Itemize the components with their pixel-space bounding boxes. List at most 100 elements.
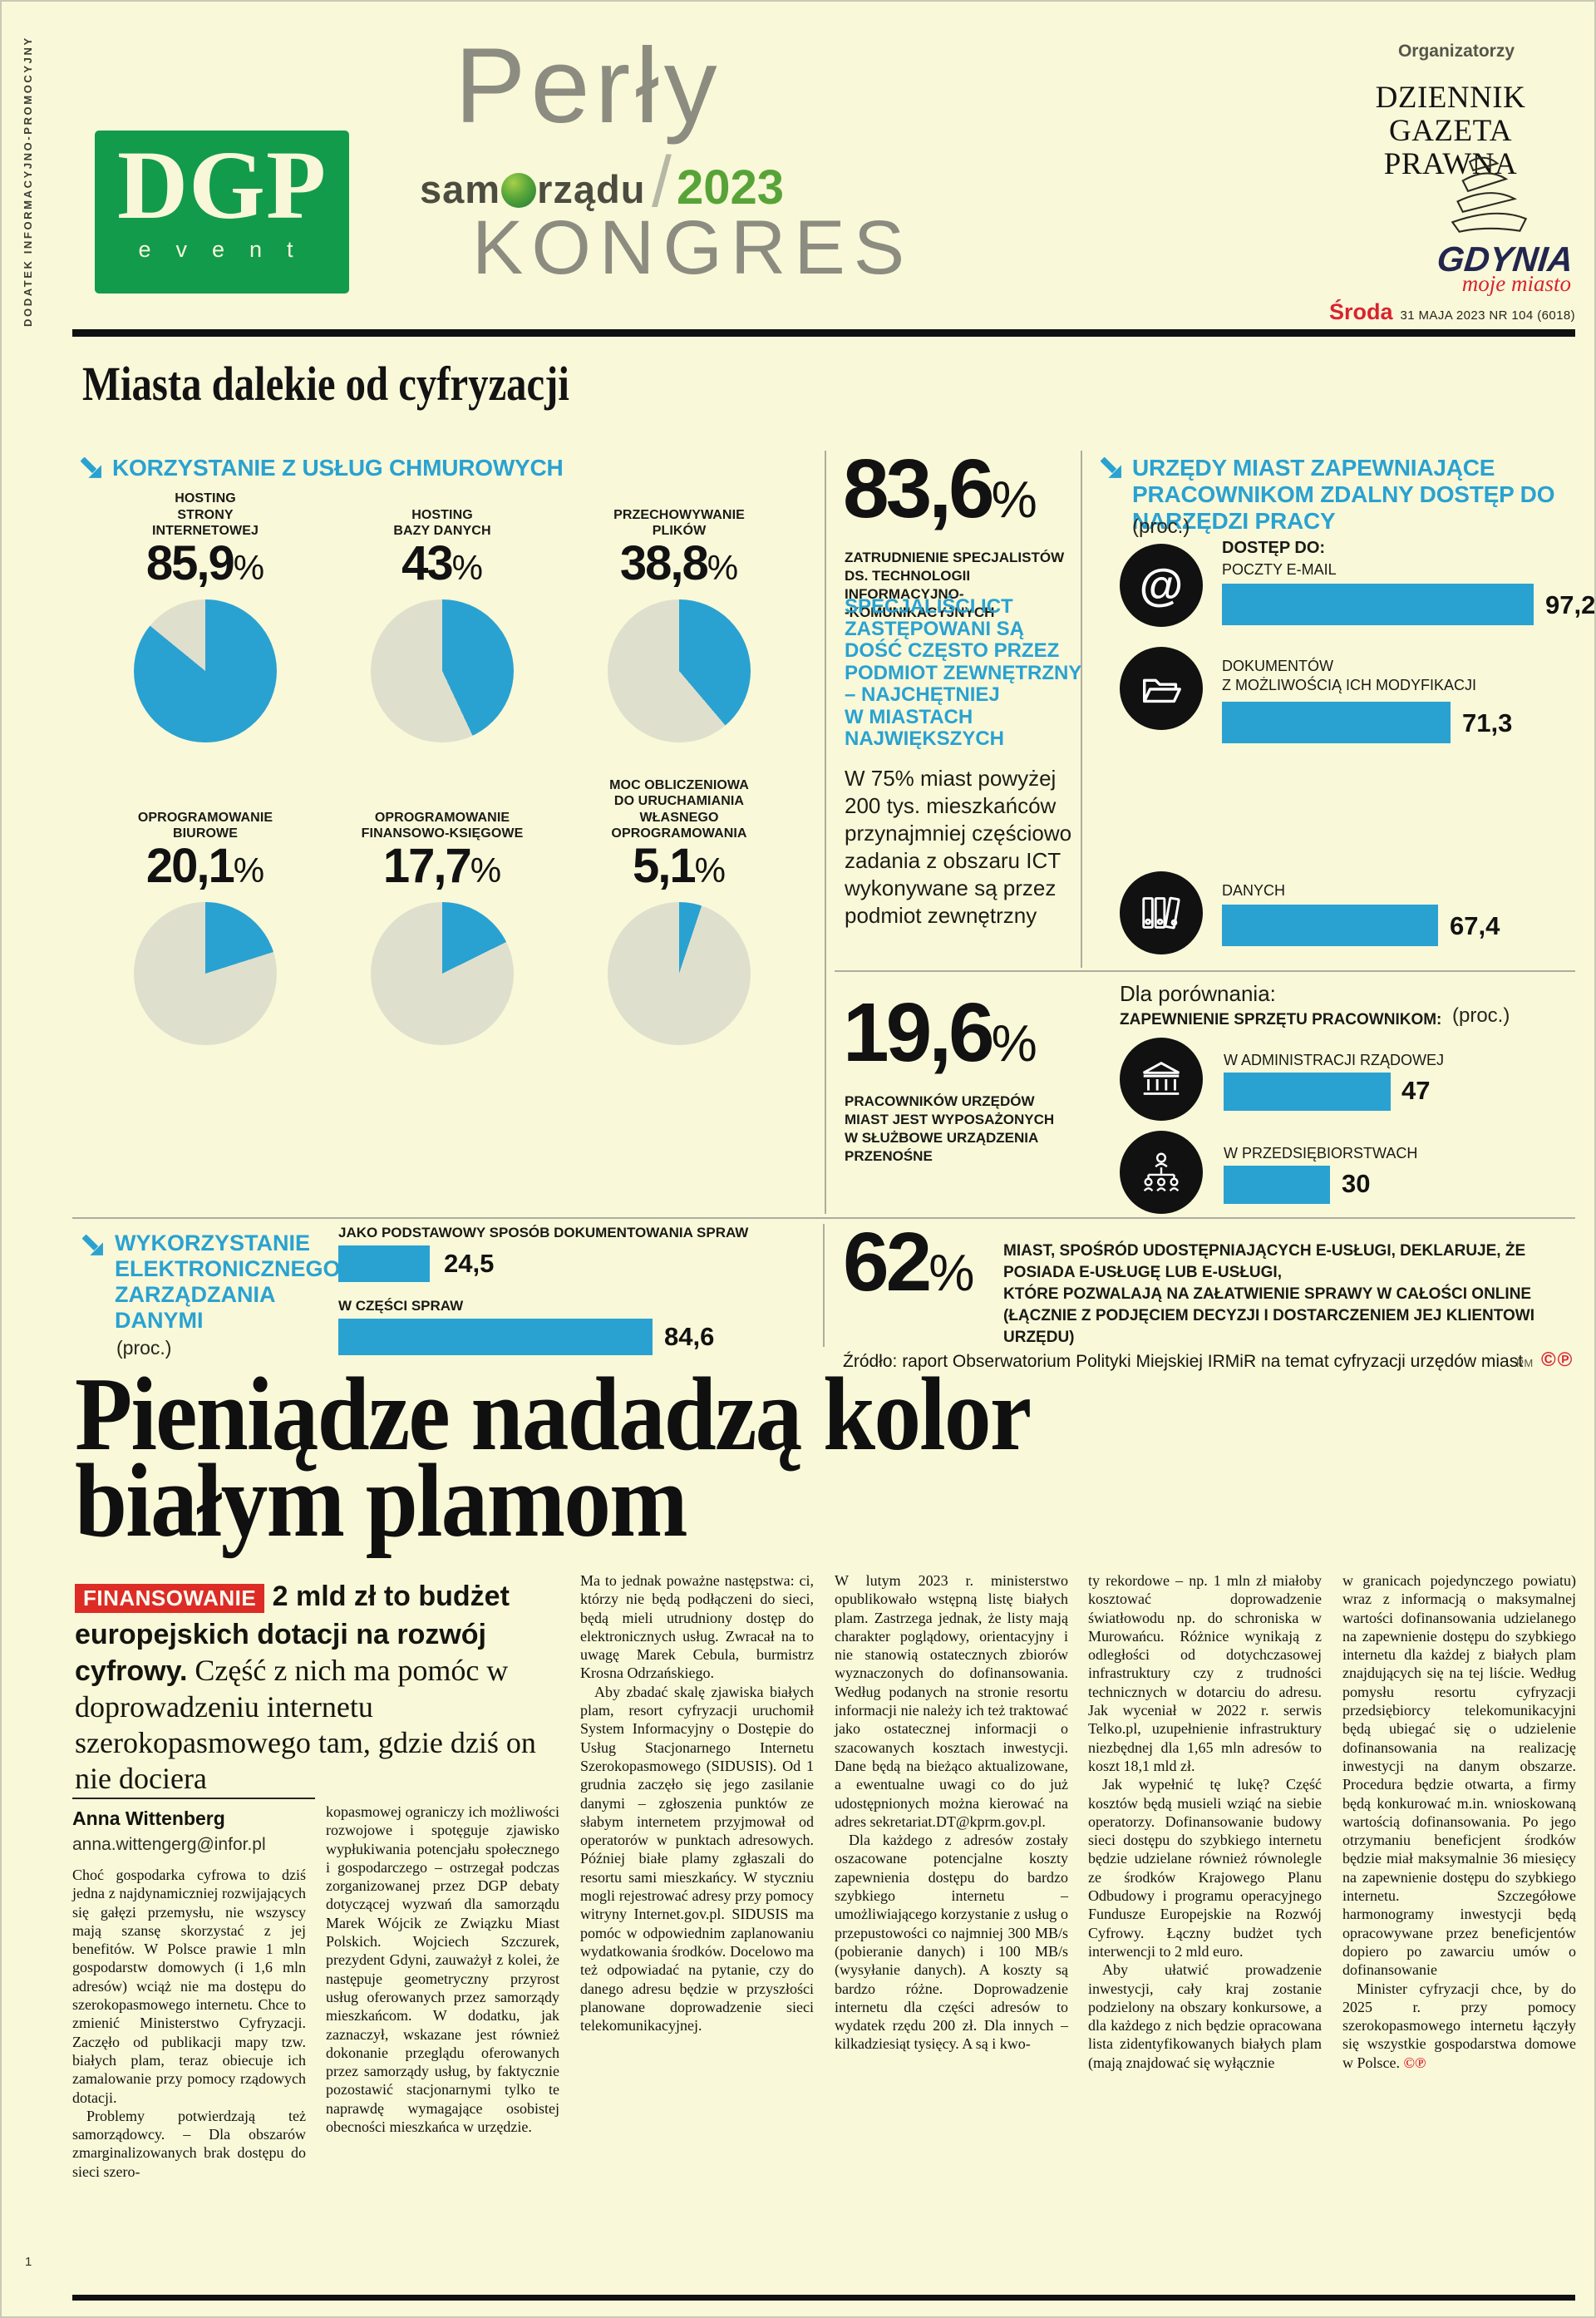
logo-year: 2023 [677, 160, 785, 215]
paragraph: ty rekordowe – np. 1 mln zł miałoby kosz… [1088, 1572, 1322, 1774]
remote-bar-label: DANYCH [1222, 882, 1286, 899]
bar-value: 30 [1342, 1169, 1371, 1198]
gdynia-logo-name: GDYNIA [1435, 239, 1575, 279]
pie-cell-finance-software: OPROGRAMOWANIE FINANSOWO-KSIĘGOWE 17,7% [334, 788, 550, 1045]
vertical-divider [825, 451, 826, 1214]
pie-cell-hosting-db: HOSTING BAZY DANYCH 43% [334, 486, 550, 742]
paragraph: kopasmowej ograniczy ich możliwości rozw… [326, 1803, 559, 2136]
bar-value: 71,3 [1462, 708, 1513, 737]
paragraph: W lutym 2023 r. ministerstwo opublikował… [835, 1572, 1068, 1830]
paragraph: Problemy potwierdzają też samorządowcy. … [72, 2107, 306, 2180]
ict-note: W 75% miast powyżej 200 tys. mieszkańców… [845, 766, 1072, 928]
page-number: 1 [25, 2255, 32, 2269]
remote-bar-label: POCZTY E-MAIL [1222, 561, 1337, 578]
paragraph: Aby zbadać skalę zjawiska białych plam, … [580, 1683, 814, 2034]
paragraph: Choć gospodarka cyfrowa to dziś jedna z … [72, 1867, 306, 2106]
pie-label: OPROGRAMOWANIE FINANSOWO-KSIĘGOWE [361, 810, 524, 841]
horizontal-divider [835, 970, 1575, 972]
ict-highlight: SPECJALIŚCI ICT ZASTĘPOWANI SĄ DOŚĆ CZĘS… [845, 595, 1082, 750]
article-lead: FINANSOWANIE 2 mld zł to budżet europejs… [75, 1578, 561, 1797]
dziennik-gazeta-prawna-logo: DZIENNIK GAZETA PRAWNA [1326, 81, 1575, 181]
header-rule [72, 329, 1575, 337]
mobile-devices-value: 19,6% [843, 986, 1037, 1079]
bar-documents [1222, 702, 1451, 743]
bar-government [1224, 1073, 1392, 1111]
eservices-text: MIAST, SPOŚRÓD UDOSTĘPNIAJĄCYCH E-USŁUGI… [1003, 1242, 1535, 1346]
article-column-1: Choć gospodarka cyfrowa to dziś jedna z … [72, 1866, 306, 2181]
comparison-bar-label: W ADMINISTRACJI RZĄDOWEJ [1224, 1052, 1444, 1068]
pie-value: 85,9% [145, 536, 265, 590]
pie-value: 20,1% [145, 839, 265, 893]
copyright-icons: ©℗ [1541, 1349, 1574, 1371]
organization-people-icon [1120, 1131, 1203, 1214]
pie-value: 38,8% [619, 536, 739, 590]
vertical-divider [823, 1224, 825, 1347]
pie-value: 17,7% [382, 839, 502, 893]
pie-chart [134, 902, 277, 1045]
cloud-section-header: KORZYSTANIE Z USŁUG CHMUROWYCH [81, 455, 812, 481]
edm-bar-label: W CZĘŚCI SPRAW [338, 1298, 464, 1314]
dgp-event-logo: DGP event [95, 131, 349, 293]
bar-value: 97,2 [1545, 590, 1596, 619]
newspaper-line2: GAZETA PRAWNA [1383, 113, 1518, 181]
author-name: Anna Wittenberg [72, 1808, 225, 1829]
article-column-4: W lutym 2023 r. ministerstwo opublikował… [835, 1571, 1068, 2054]
comparison-unit: (proc.) [1452, 1004, 1510, 1027]
infographic-title: Miasta dalekie od cyfryzacji [82, 357, 569, 411]
mobile-devices-caption: PRACOWNIKÓW URZĘDÓW MIAST JEST WYPOSAŻON… [845, 1093, 1055, 1165]
footer-rule [72, 2295, 1575, 2301]
article-column-3: Ma to jednak poważne następstwa: ci, któ… [580, 1571, 814, 2034]
paragraph: Minister cyfryzacji chce, by do 2025 r. … [1342, 1980, 1576, 2071]
ict-employment-value: 83,6% [843, 442, 1037, 535]
bar-value: 84,6 [664, 1322, 715, 1351]
issue-day: Środa [1328, 299, 1393, 324]
remote-bar-intro: DOSTĘP DO: [1222, 539, 1326, 557]
government-building-icon [1120, 1038, 1203, 1121]
arrow-down-right-icon [81, 457, 101, 478]
author-rule [72, 1798, 315, 1799]
gdynia-logo: GDYNIA moje miasto [1323, 239, 1575, 297]
end-copyright-mark: ©℗ [1403, 2054, 1426, 2071]
edm-unit: (proc.) [116, 1337, 172, 1359]
pie-cell-office-software: OPROGRAMOWANIE BIUROWE 20,1% [97, 788, 313, 1045]
kongres-logo-word: KONGRES [472, 205, 914, 290]
sailing-ship-icon [1415, 151, 1564, 242]
edm-title: WYKORZYSTANIE ELEKTRONICZNEGO ZARZĄDZANI… [115, 1231, 341, 1333]
comparison-bar-label: W PRZEDSIĘBIORSTWACH [1224, 1145, 1418, 1161]
bar-enterprises [1224, 1166, 1331, 1204]
supplement-vertical-label: DODATEK INFORMACYJNO-PROMOCYJNY [22, 36, 34, 327]
folder-icon [1120, 647, 1203, 730]
pie-value: 43% [401, 536, 483, 590]
pie-label: HOSTING STRONY INTERNETOWEJ [151, 491, 259, 538]
dgp-logo-letters: DGP [116, 131, 328, 239]
pie-chart [134, 599, 277, 742]
pie-cell-hosting-www: HOSTING STRONY INTERNETOWEJ 85,9% [97, 486, 313, 742]
bar-data [1222, 905, 1439, 946]
pie-label: HOSTING BAZY DANYCH [393, 507, 491, 538]
logo-slash: / [652, 142, 672, 222]
bar-value: 24,5 [444, 1249, 495, 1278]
newspaper-line1: DZIENNIK [1375, 81, 1526, 115]
issue-info: Środa 31 MAJA 2023 NR 104 (6018) [1243, 299, 1575, 325]
bar-value: 67,4 [1450, 911, 1500, 940]
pie-label: PRZECHOWYWANIE PLIKÓW [613, 507, 745, 538]
gdynia-logo-tagline: moje miasto [1461, 271, 1571, 296]
paragraph: Ma to jednak poważne następstwa: ci, któ… [580, 1572, 814, 1682]
source-line: Źródło: raport Obserwatorium Polityki Mi… [843, 1352, 1524, 1371]
issue-date: 31 MAJA 2023 NR 104 (6018) [1400, 308, 1575, 323]
organizers-label: Organizatorzy [1397, 42, 1515, 61]
lead-rest: Część z nich ma pomóc w doprowadzeniu in… [75, 1654, 536, 1795]
bar-email [1222, 584, 1534, 625]
pie-chart [608, 902, 751, 1045]
lead-bold: 2 mld zł to budżet europejskich dotacji … [75, 1581, 510, 1687]
bar-primary-documentation [338, 1245, 430, 1282]
perly-logo-word: Perły [455, 27, 722, 145]
article-column-5: ty rekordowe – np. 1 mln zł miałoby kosz… [1088, 1571, 1322, 2072]
remote-access-header: URZĘDY MIAST ZAPEWNIAJĄCE PRACOWNIKOM ZD… [1101, 455, 1574, 535]
comparison-intro: Dla porównania: [1120, 981, 1276, 1006]
edm-bar-label: JAKO PODSTAWOWY SPOSÓB DOKUMENTOWANIA SP… [338, 1225, 749, 1240]
remote-bar-label: DOKUMENTÓW Z MOŻLIWOŚCIĄ ICH MODYFIKACJI [1222, 658, 1477, 694]
article-column-2: kopasmowej ograniczy ich możliwości rozw… [326, 1803, 559, 2136]
bar-value: 47 [1401, 1076, 1431, 1105]
paragraph: Aby ułatwić prowadzenie inwestycji, cały… [1088, 1961, 1322, 2071]
